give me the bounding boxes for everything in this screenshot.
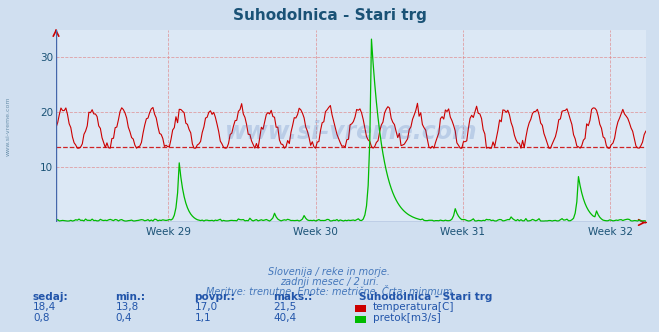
Text: 0,8: 0,8 [33,313,49,323]
Text: 21,5: 21,5 [273,302,297,312]
Text: temperatura[C]: temperatura[C] [373,302,455,312]
Text: 18,4: 18,4 [33,302,56,312]
Text: Suhodolnica - Stari trg: Suhodolnica - Stari trg [233,8,426,23]
Text: Slovenija / reke in morje.: Slovenija / reke in morje. [268,267,391,277]
Text: Suhodolnica - Stari trg: Suhodolnica - Stari trg [359,292,492,302]
Text: Meritve: trenutne  Enote: metrične  Črta: minmum: Meritve: trenutne Enote: metrične Črta: … [206,287,453,297]
Text: 0,4: 0,4 [115,313,132,323]
Text: www.si-vreme.com: www.si-vreme.com [225,120,477,144]
Text: maks.:: maks.: [273,292,313,302]
Text: min.:: min.: [115,292,146,302]
Text: sedaj:: sedaj: [33,292,69,302]
Text: zadnji mesec / 2 uri.: zadnji mesec / 2 uri. [280,277,379,287]
Text: 40,4: 40,4 [273,313,297,323]
Text: 1,1: 1,1 [194,313,211,323]
Text: www.si-vreme.com: www.si-vreme.com [5,96,11,156]
Text: povpr.:: povpr.: [194,292,235,302]
Text: 17,0: 17,0 [194,302,217,312]
Text: pretok[m3/s]: pretok[m3/s] [373,313,441,323]
Text: 13,8: 13,8 [115,302,138,312]
